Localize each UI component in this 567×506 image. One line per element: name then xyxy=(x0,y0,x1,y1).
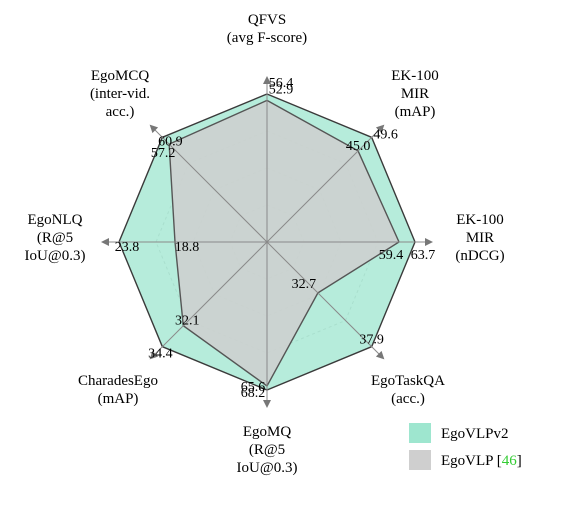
axis-label-line: (R@5 xyxy=(249,442,285,458)
axis-line-4 xyxy=(266,241,385,360)
axis-labels: QFVS (avg F-score) EK-100 MIR (mAP) EK-100 MIR… xyxy=(25,12,505,476)
value-label-egovlp-1: 52.9 xyxy=(269,82,294,97)
legend: EgoVLPv2 EgoVLP [46] xyxy=(409,423,522,470)
axis-label-line: EgoNLQ xyxy=(28,212,83,228)
axis-label-line: (avg F-score) xyxy=(227,30,307,46)
legend-swatch-egovlpv2 xyxy=(409,423,431,443)
axis-label-8: EgoMCQ (inter-vid. acc.) xyxy=(90,68,150,120)
value-label-egovlpv2-8: 60.9 xyxy=(158,134,183,149)
value-labels: 56.4 49.6 63.7 37.9 68.2 34.4 23.8 60.9 52.9 45.0… xyxy=(115,76,436,401)
legend-label-egovlpv2: EgoVLPv2 xyxy=(441,426,509,442)
axis-label-line: QFVS xyxy=(248,12,286,28)
axis-label-line: EgoMCQ xyxy=(91,68,150,84)
axis-label-6: CharadesEgo (mAP) xyxy=(78,373,158,407)
value-label-egovlpv2-2: 49.6 xyxy=(373,127,398,142)
value-label-egovlp-7: 18.8 xyxy=(175,240,200,255)
axis-label-line: EgoTaskQA xyxy=(371,373,445,389)
value-label-egovlp-6: 32.1 xyxy=(175,314,200,329)
axis-label-1: QFVS (avg F-score) xyxy=(227,12,307,46)
axis-label-7: EgoNLQ (R@5 IoU@0.3) xyxy=(25,212,86,264)
axis-label-line: IoU@0.3) xyxy=(237,460,298,476)
axis-label-3: EK-100 MIR (nDCG) xyxy=(455,212,504,264)
axis-label-line: (R@5 xyxy=(37,230,73,246)
axis-label-line: CharadesEgo xyxy=(78,373,158,389)
axis-label-2: EK-100 MIR (mAP) xyxy=(391,68,439,120)
axis-label-line: MIR xyxy=(401,86,429,102)
value-label-egovlp-4: 32.7 xyxy=(292,277,317,292)
axis-label-line: EK-100 xyxy=(456,212,504,228)
value-label-egovlp-5: 65.6 xyxy=(241,380,266,395)
axis-label-line: (nDCG) xyxy=(455,248,504,264)
axis-label-line: EK-100 xyxy=(391,68,439,84)
axis-label-line: acc.) xyxy=(106,104,135,120)
axis-line-6 xyxy=(149,241,268,360)
value-label-egovlpv2-4: 37.9 xyxy=(359,333,384,348)
axis-label-line: (inter-vid. xyxy=(90,86,150,102)
value-label-egovlpv2-5: 68.2 xyxy=(241,386,266,401)
value-label-egovlp-8: 57.2 xyxy=(151,146,176,161)
axis-label-line: EgoMQ xyxy=(243,424,292,440)
axis-label-5: EgoMQ (R@5 IoU@0.3) xyxy=(237,424,298,476)
radar-axes xyxy=(101,76,433,408)
value-label-egovlpv2-6: 34.4 xyxy=(148,347,173,362)
value-label-egovlpv2-3: 63.7 xyxy=(411,248,436,263)
legend-swatch-egovlp xyxy=(409,450,431,470)
value-label-egovlp-3: 59.4 xyxy=(379,248,404,263)
axis-label-line: (mAP) xyxy=(98,391,139,407)
axis-line-2 xyxy=(266,124,385,243)
axis-label-line: (mAP) xyxy=(395,104,436,120)
axis-label-line: MIR xyxy=(466,230,494,246)
value-label-egovlpv2-7: 23.8 xyxy=(115,240,140,255)
value-label-egovlpv2-1: 56.4 xyxy=(269,76,294,91)
legend-label-egovlp: EgoVLP [46] xyxy=(441,453,522,469)
axis-label-4: EgoTaskQA (acc.) xyxy=(371,373,445,407)
axis-label-line: (acc.) xyxy=(391,391,425,407)
axis-line-8 xyxy=(149,124,268,243)
axis-label-line: IoU@0.3) xyxy=(25,248,86,264)
value-label-egovlp-2: 45.0 xyxy=(346,139,371,154)
